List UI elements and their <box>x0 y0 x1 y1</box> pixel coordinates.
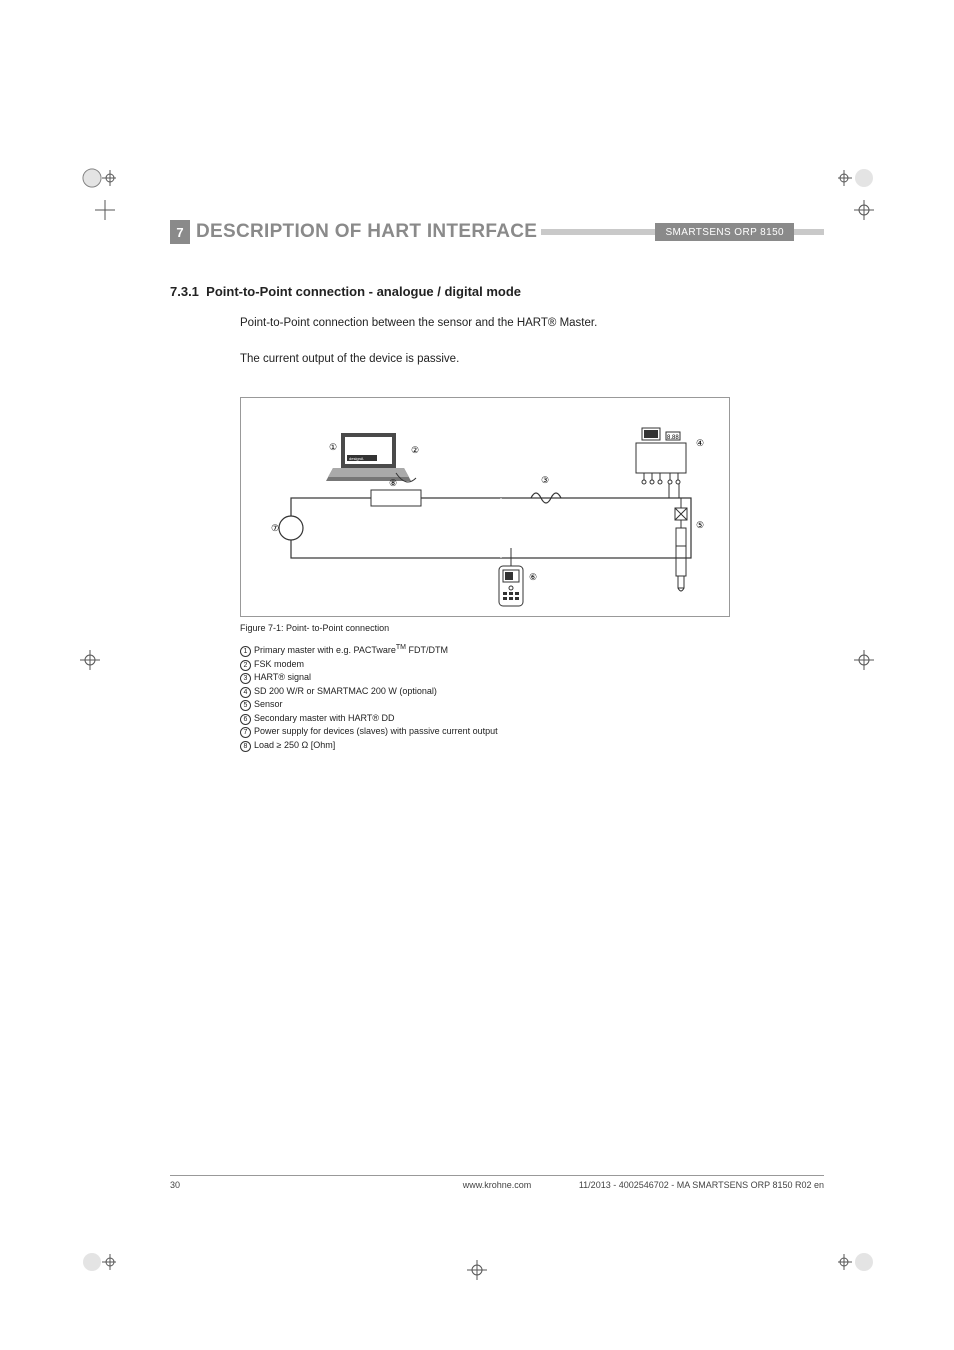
section-number: 7.3.1 <box>170 284 199 299</box>
legend-item: 6Secondary master with HART® DD <box>240 712 824 726</box>
figure-diagram: ⑦ designA ① ② ⑧ <box>240 397 730 617</box>
legend-text: Secondary master with HART® DD <box>254 712 395 726</box>
legend-text: FSK modem <box>254 658 304 672</box>
svg-text:designA: designA <box>349 456 364 461</box>
legend-item: 4SD 200 W/R or SMARTMAC 200 W (optional) <box>240 685 824 699</box>
legend-text: Power supply for devices (slaves) with p… <box>254 725 498 739</box>
reg-mark-icon <box>854 650 874 670</box>
svg-text:④: ④ <box>696 438 704 448</box>
connection-diagram-icon: ⑦ designA ① ② ⑧ <box>241 398 731 618</box>
legend-sup: TM <box>396 644 406 651</box>
legend-item: 8Load ≥ 250 Ω [Ohm] <box>240 739 824 753</box>
reg-mark-icon <box>80 160 116 196</box>
reg-mark-icon <box>838 160 874 196</box>
svg-text:③: ③ <box>541 475 549 485</box>
legend-item: 1Primary master with e.g. PACTwareTM FDT… <box>240 643 824 658</box>
legend-item: 7Power supply for devices (slaves) with … <box>240 725 824 739</box>
section-title-text: Point-to-Point connection - analogue / d… <box>206 284 521 299</box>
legend-marker-icon: 1 <box>240 646 251 657</box>
legend-text: HART® signal <box>254 671 311 685</box>
section-heading: 7.3.1 Point-to-Point connection - analog… <box>170 284 824 299</box>
svg-text:⑥: ⑥ <box>529 572 537 582</box>
header-divider <box>794 229 824 235</box>
legend-marker-icon: 6 <box>240 714 251 725</box>
legend-text: Load ≥ 250 Ω [Ohm] <box>254 739 335 753</box>
svg-text:⑧: ⑧ <box>389 478 397 488</box>
content-area: 7 DESCRIPTION OF HART INTERFACE SMARTSEN… <box>170 220 824 752</box>
svg-text:⑦: ⑦ <box>271 523 279 533</box>
legend-text: FDT/DTM <box>406 645 448 655</box>
figure-legend: 1Primary master with e.g. PACTwareTM FDT… <box>240 643 824 752</box>
reg-mark-icon <box>95 200 115 220</box>
legend-item: 5Sensor <box>240 698 824 712</box>
reg-mark-icon <box>80 650 100 670</box>
footer-docref: 11/2013 - 4002546702 - MA SMARTSENS ORP … <box>579 1180 824 1190</box>
legend-marker-icon: 8 <box>240 741 251 752</box>
reg-mark-icon <box>854 200 874 220</box>
legend-text: SD 200 W/R or SMARTMAC 200 W (optional) <box>254 685 437 699</box>
legend-marker-icon: 3 <box>240 673 251 684</box>
paragraph: The current output of the device is pass… <box>240 351 824 367</box>
footer-url: www.krohne.com <box>463 1180 532 1190</box>
reg-mark-icon <box>80 1244 116 1280</box>
chapter-number: 7 <box>170 220 190 244</box>
chapter-header: 7 DESCRIPTION OF HART INTERFACE SMARTSEN… <box>170 220 824 244</box>
legend-marker-icon: 4 <box>240 687 251 698</box>
legend-item: 3HART® signal <box>240 671 824 685</box>
legend-item: 2FSK modem <box>240 658 824 672</box>
legend-text: Primary master with e.g. PACTware <box>254 645 396 655</box>
svg-text:①: ① <box>329 442 337 452</box>
page-number: 30 <box>170 1180 180 1190</box>
reg-mark-icon <box>467 1260 487 1280</box>
header-divider <box>541 229 655 235</box>
figure-caption: Figure 7-1: Point- to-Point connection <box>240 623 824 633</box>
legend-marker-icon: 5 <box>240 700 251 711</box>
page: 7 DESCRIPTION OF HART INTERFACE SMARTSEN… <box>0 0 954 1350</box>
legend-text: Sensor <box>254 698 283 712</box>
svg-text:⑤: ⑤ <box>696 520 704 530</box>
paragraph: Point-to-Point connection between the se… <box>240 315 824 331</box>
legend-marker-icon: 2 <box>240 660 251 671</box>
legend-marker-icon: 7 <box>240 727 251 738</box>
reg-mark-icon <box>838 1244 874 1280</box>
page-footer: 30 www.krohne.com 11/2013 - 4002546702 -… <box>170 1175 824 1190</box>
svg-text:②: ② <box>411 445 419 455</box>
svg-text:8.88: 8.88 <box>667 435 679 441</box>
product-label: SMARTSENS ORP 8150 <box>655 223 794 241</box>
chapter-title: DESCRIPTION OF HART INTERFACE <box>190 220 537 244</box>
